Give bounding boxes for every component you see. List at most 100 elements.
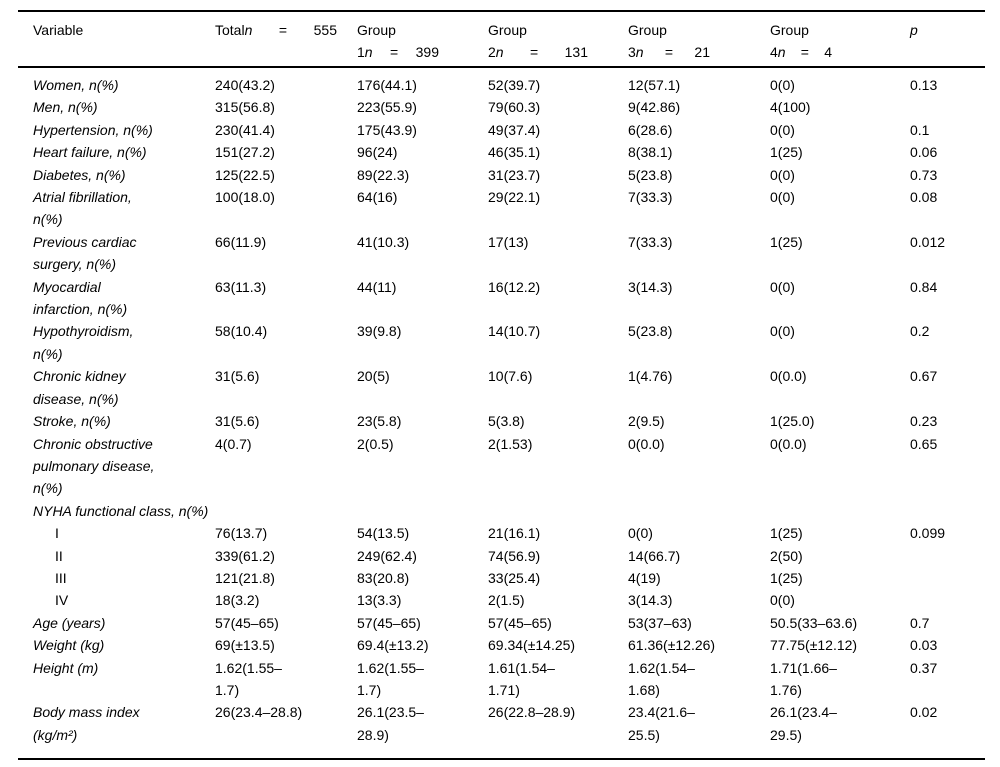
cell-value: 2(9.5) — [628, 413, 665, 430]
cell-value: 0(0.0) — [770, 368, 807, 385]
column-header-n-count: 3n = 21 — [628, 44, 710, 60]
cell-value: 5(23.8) — [628, 323, 673, 340]
cell-p-value: 0.02 — [910, 704, 938, 721]
cell-p-value: 0.73 — [910, 166, 938, 183]
cell-p-value: 0.08 — [910, 189, 938, 206]
cell-value: 13(3.3) — [357, 592, 402, 609]
cell-value: 1.62(1.55– 1.7) — [357, 659, 424, 698]
cell-value: 50.5(33–63.6) — [770, 614, 858, 631]
row-label: IV — [55, 592, 69, 609]
cell-value: 53(37–63) — [628, 614, 692, 631]
cell-value: 4(19) — [628, 569, 661, 586]
column-header-group-3: Group 3n = 21 — [628, 11, 770, 68]
cell-p-value: 0.65 — [910, 435, 938, 452]
baseline-characteristics-table: Variable Totaln = 555 Group 1n = 399 Group 2n = 13… — [18, 10, 985, 761]
cell-value: 76(13.7) — [215, 525, 268, 542]
cell-value: 31(5.6) — [215, 368, 260, 385]
table-row: NYHA functional class, n(%) — [18, 500, 985, 522]
table-row: Age (years) 57(45–65) 57(45–65) 57(45–65) 53… — [18, 612, 985, 634]
cell-value: 20(5) — [357, 368, 390, 385]
column-header-n-count: 2n = 131 — [488, 44, 588, 60]
row-label: Stroke, n(%) — [33, 413, 111, 430]
column-header-group-4: Group 4n = 4 — [770, 11, 910, 68]
table-row: Heart failure, n(%) 151(27.2) 96(24) 46(35.… — [18, 141, 985, 163]
cell-value: 240(43.2) — [215, 77, 275, 93]
cell-value: 33(25.4) — [488, 569, 541, 586]
table-row: Chronic obstructive pulmonary disease, n… — [18, 433, 985, 500]
cell-value: 66(11.9) — [215, 233, 267, 250]
cell-value: 26.1(23.4– 29.5) — [770, 704, 837, 743]
column-header-word: Group — [357, 22, 396, 38]
cell-value: 52(39.7) — [488, 77, 541, 93]
cell-p-value — [910, 589, 985, 611]
table-row: Myocardial infarction, n(%) 63(11.3) 44(11… — [18, 276, 985, 321]
table-row: Hypothyroidism, n(%) 58(10.4) 39(9.8) 14(10… — [18, 320, 985, 365]
cell-p-value: 0.1 — [910, 121, 930, 138]
row-label: III — [55, 569, 67, 586]
cell-value: 69.4(±13.2) — [357, 637, 429, 654]
cell-p-value: 0.67 — [910, 368, 938, 385]
table-row: Weight (kg) 69(±13.5) 69.4(±13.2) 69.34(±14… — [18, 634, 985, 656]
column-header-n-count: 4n = 4 — [770, 44, 832, 60]
table-row: Hypertension, n(%) 230(41.4) 175(43.9) 49(3… — [18, 119, 985, 141]
data-table: Variable Totaln = 555 Group 1n = 399 Group 2n = 13… — [18, 10, 985, 761]
cell-value: 54(13.5) — [357, 525, 410, 542]
p-label: p — [910, 22, 918, 38]
table-row: Stroke, n(%) 31(5.6) 23(5.8) 5(3.8) 2(9.5) 1(… — [18, 410, 985, 432]
cell-value: 9(42.86) — [628, 99, 681, 116]
cell-value: 0(0.0) — [770, 435, 807, 452]
column-header-n-count: 1n = 399 — [357, 44, 439, 60]
row-label: I — [55, 525, 59, 542]
column-header-total: Totaln = 555 — [215, 11, 357, 68]
cell-value: 16(12.2) — [488, 278, 541, 295]
cell-value: 0(0) — [770, 166, 795, 183]
row-label: Age (years) — [33, 614, 106, 631]
cell-value: 14(10.7) — [488, 323, 541, 340]
cell-value: 17(13) — [488, 233, 529, 250]
cell-value: 1.71(1.66– 1.76) — [770, 659, 837, 698]
cell-value: 1(25.0) — [770, 413, 815, 430]
table-row: Women, n(%) 240(43.2) 176(44.1) 52(39.7) 12(… — [18, 67, 985, 96]
cell-value: 175(43.9) — [357, 121, 417, 138]
cell-value: 1(4.76) — [628, 368, 673, 385]
cell-value: 249(62.4) — [357, 547, 417, 564]
cell-value: 58(10.4) — [215, 323, 268, 340]
cell-value: 0(0) — [770, 323, 795, 340]
cell-value: 26(22.8–28.9) — [488, 704, 576, 721]
cell-p-value: 0.06 — [910, 144, 938, 161]
cell-value: 12(57.1) — [628, 77, 681, 93]
row-label: Body mass index (kg/m²) — [33, 704, 140, 743]
cell-p-value: 0.23 — [910, 413, 938, 430]
cell-value: 0(0) — [770, 77, 795, 93]
cell-value: 0(0) — [770, 189, 795, 206]
cell-value: 44(11) — [357, 278, 397, 295]
table-row: Diabetes, n(%) 125(22.5) 89(22.3) 31(23.7) 5… — [18, 164, 985, 186]
cell-value: 100(18.0) — [215, 189, 275, 206]
cell-value: 8(38.1) — [628, 144, 673, 161]
cell-value: 77.75(±12.12) — [770, 637, 858, 654]
cell-p-value: 0.012 — [910, 233, 946, 250]
column-header-n-count: Totaln = 555 — [215, 22, 337, 38]
cell-value: 3(14.3) — [628, 592, 673, 609]
cell-p-value — [910, 567, 985, 589]
cell-value: 7(33.3) — [628, 189, 673, 206]
cell-value: 31(5.6) — [215, 413, 260, 430]
cell-value: 4(0.7) — [215, 435, 252, 452]
cell-p-value — [910, 96, 985, 118]
table-row: IV 18(3.2) 13(3.3) 2(1.5) 3(14.3) 0(0) — [18, 589, 985, 611]
row-label: Chronic obstructive pulmonary disease, n… — [33, 435, 155, 497]
cell-value: 6(28.6) — [628, 121, 673, 138]
cell-value: 23.4(21.6– 25.5) — [628, 704, 695, 743]
cell-value: 2(1.5) — [488, 592, 525, 609]
row-label: Previous cardiac surgery, n(%) — [33, 233, 137, 273]
cell-value: 57(45–65) — [215, 614, 279, 631]
row-label: Heart failure, n(%) — [33, 144, 147, 161]
cell-value: 1(25) — [770, 569, 803, 586]
cell-value: 21(16.1) — [488, 525, 541, 542]
row-label: Myocardial infarction, n(%) — [33, 278, 128, 318]
cell-value: 7(33.3) — [628, 233, 673, 250]
row-label: Chronic kidney disease, n(%) — [33, 368, 126, 407]
table-row: I 76(13.7) 54(13.5) 21(16.1) 0(0) 1(25) 0.099 — [18, 522, 985, 544]
cell-p-value: 0.099 — [910, 525, 946, 542]
cell-value: 18(3.2) — [215, 592, 260, 609]
